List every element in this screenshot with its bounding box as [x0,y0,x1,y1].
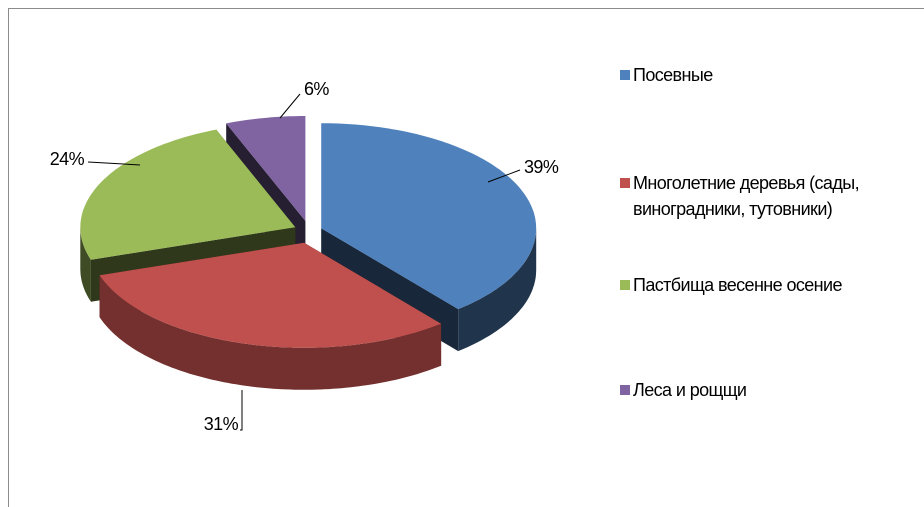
legend-swatch [620,385,630,395]
legend-label: Пастбища весенне осение [633,275,842,295]
data-label: 6% [304,79,329,99]
legend-swatch [620,280,630,290]
leader-line [240,390,243,431]
legend-item: Леса и рощщи [620,377,923,403]
legend-swatch [620,178,630,188]
slice-wall [99,275,442,390]
data-label: 24% [50,149,85,169]
legend-item: Многолетние деревья (сады, виноградники,… [620,170,895,222]
slice [99,242,442,348]
legend-label: Леса и рощщи [633,380,747,400]
legend-label: Посевные [633,65,713,85]
legend-item: Посевные [620,62,923,88]
slice [321,123,537,310]
legend-label: Многолетние деревья (сады, виноградники,… [633,173,860,219]
slice [226,116,306,221]
leader-line [87,161,141,166]
slice-wall [458,228,537,352]
leader-line [487,169,521,183]
data-label: 31% [204,414,239,434]
data-label: 39% [524,157,559,177]
chart-frame [8,8,924,507]
leader-line [279,93,301,119]
slice [80,129,296,260]
slice-wall [80,227,91,302]
legend-swatch [620,70,630,80]
legend-item: Пастбища весенне осение [620,272,923,298]
